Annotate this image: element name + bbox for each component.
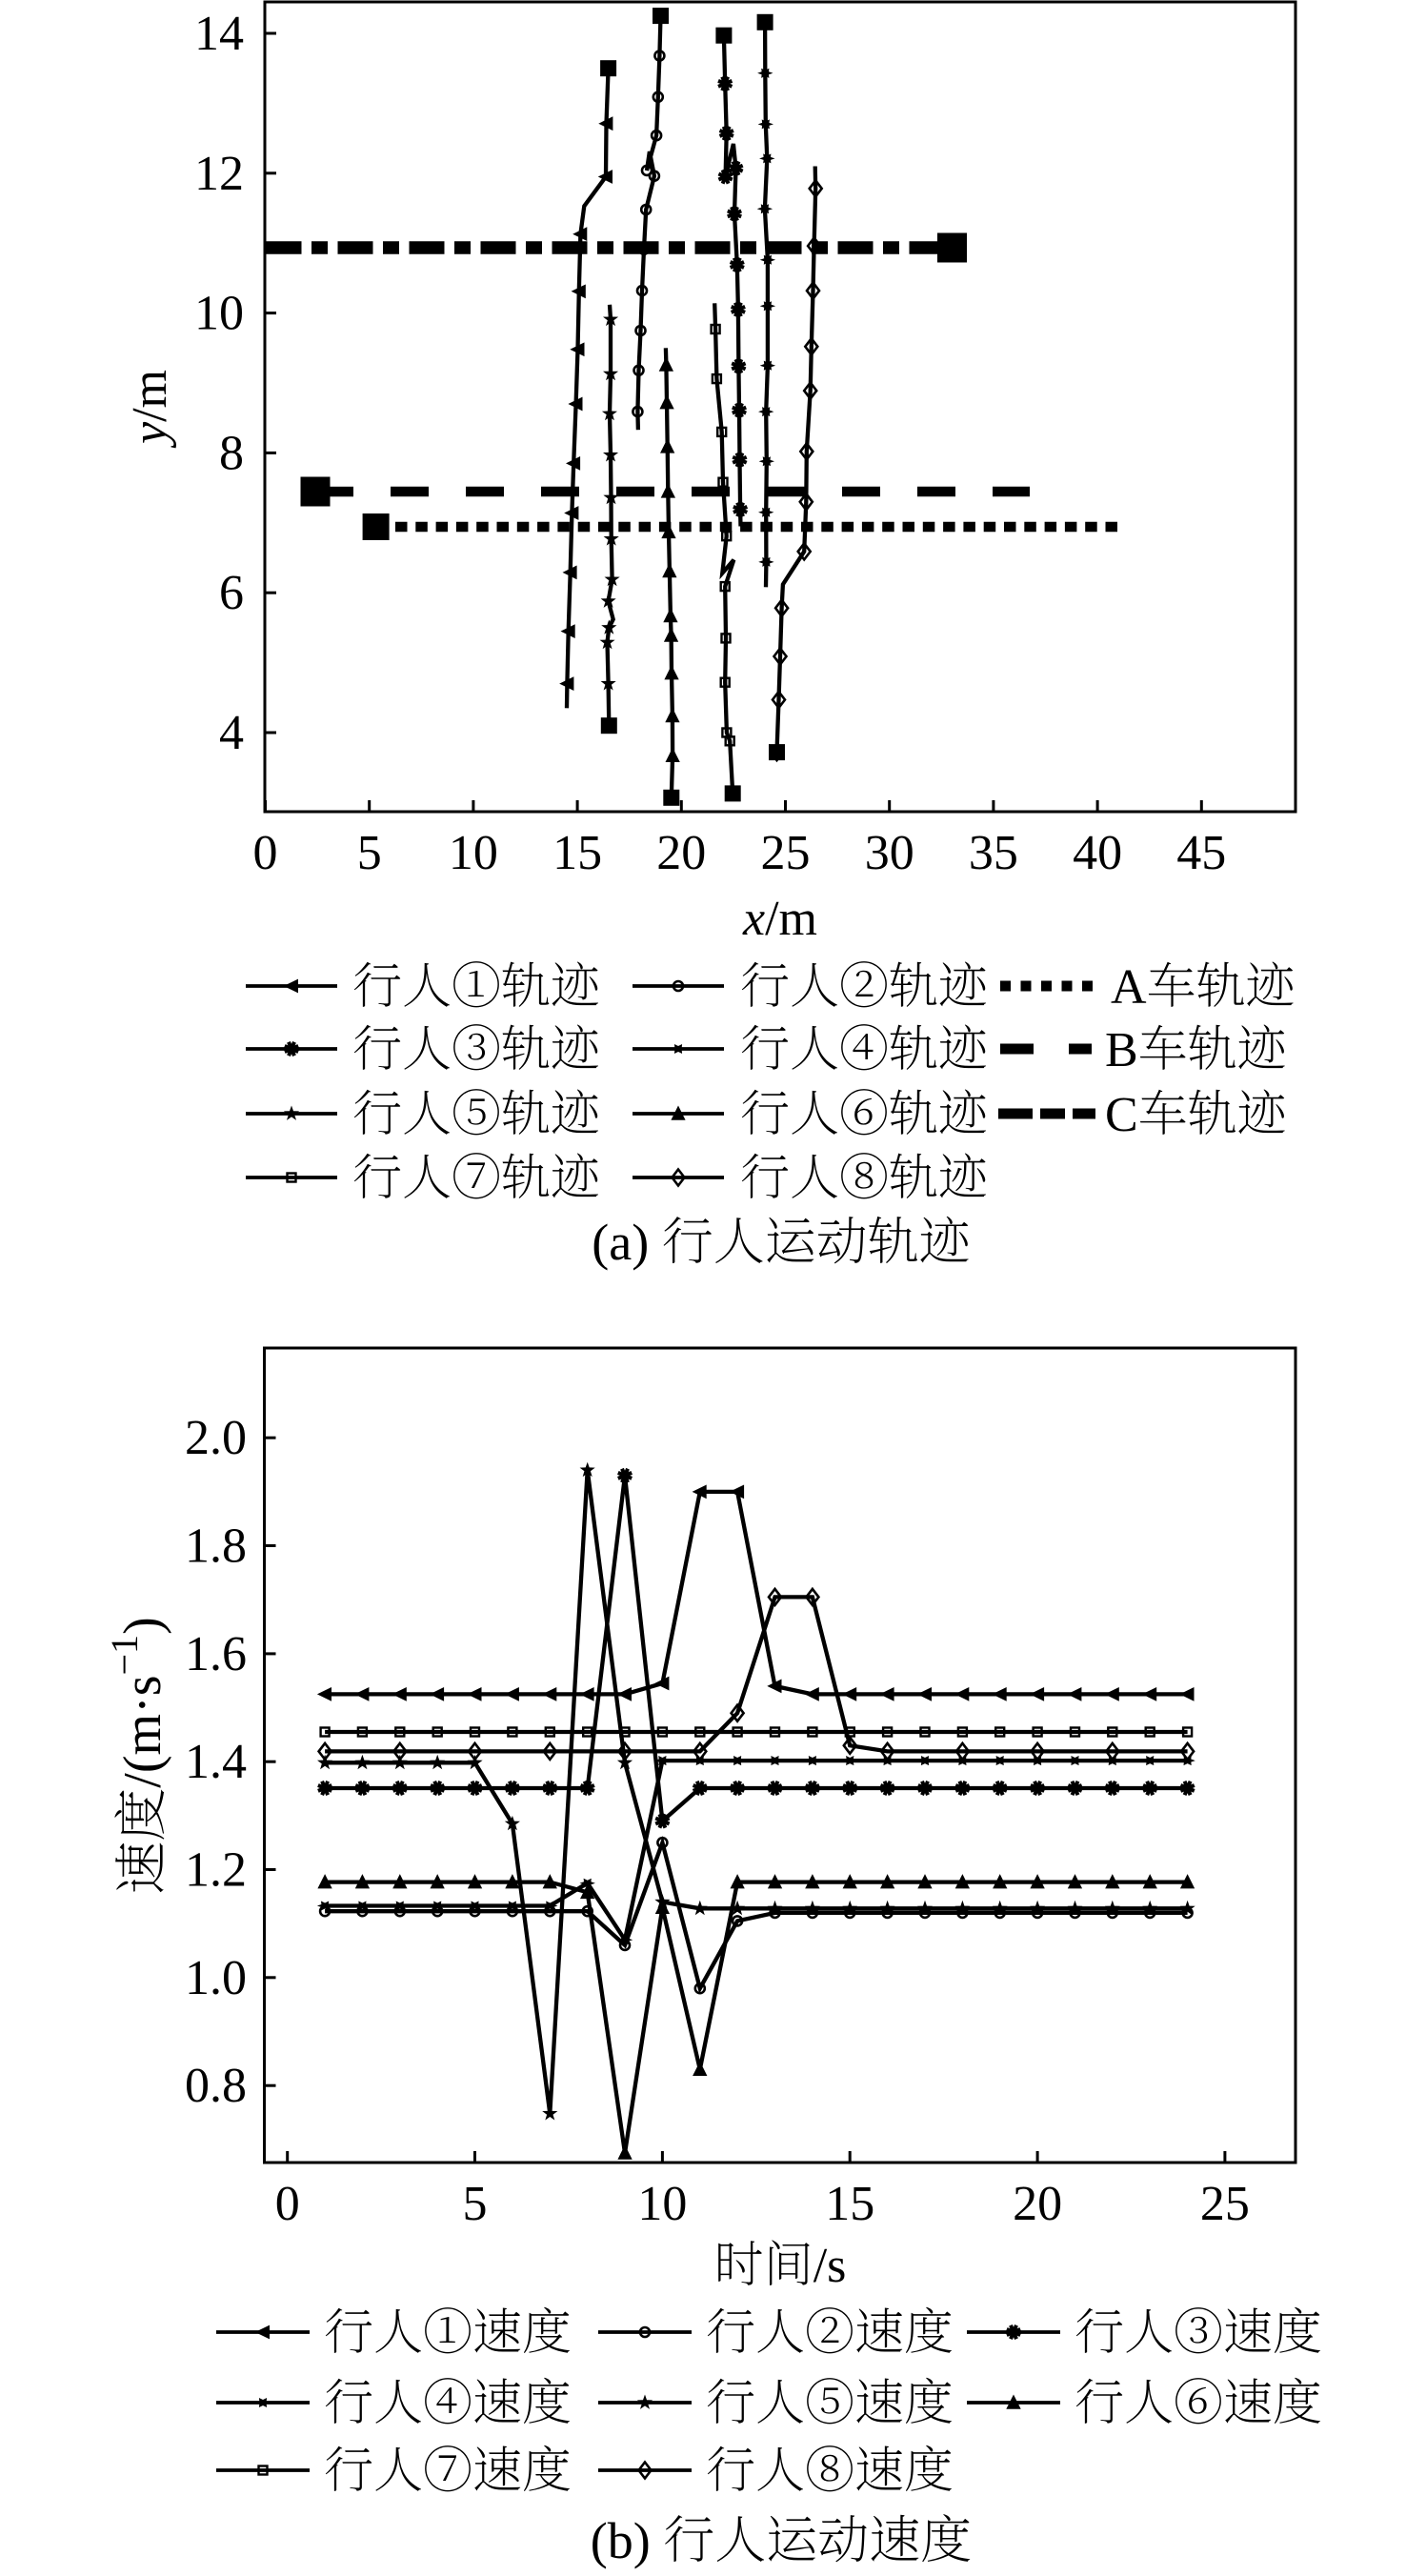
- svg-text:20: 20: [656, 826, 706, 880]
- svg-text:45: 45: [1176, 826, 1226, 880]
- svg-text:/m: /m: [765, 892, 817, 946]
- svg-text:10: 10: [637, 2177, 687, 2231]
- svg-text:A: A: [1111, 960, 1147, 1015]
- svg-text:1.2: 1.2: [185, 1843, 247, 1898]
- svg-text:x: x: [742, 892, 765, 946]
- svg-text:−1: −1: [103, 1635, 146, 1676]
- svg-text:10: 10: [194, 287, 244, 341]
- svg-text:12: 12: [194, 147, 244, 201]
- svg-text:0.8: 0.8: [185, 2059, 247, 2113]
- svg-text:30: 30: [865, 826, 914, 880]
- svg-text:40: 40: [1073, 826, 1122, 880]
- svg-text:(a): (a): [592, 1214, 649, 1271]
- svg-text:): ): [113, 1617, 172, 1635]
- svg-text:(b): (b): [591, 2512, 651, 2569]
- svg-text:5: 5: [463, 2177, 488, 2231]
- svg-text:y: y: [123, 421, 177, 449]
- svg-text:25: 25: [761, 826, 811, 880]
- svg-text:14: 14: [194, 7, 244, 61]
- svg-text:0: 0: [275, 2177, 300, 2231]
- svg-text:15: 15: [552, 826, 602, 880]
- svg-text:1.6: 1.6: [185, 1627, 247, 1681]
- svg-text:15: 15: [825, 2177, 874, 2231]
- svg-text:35: 35: [969, 826, 1018, 880]
- svg-text:1.0: 1.0: [185, 1951, 247, 2005]
- svg-text:1.4: 1.4: [185, 1735, 247, 1789]
- svg-text:10: 10: [449, 826, 498, 880]
- svg-text:25: 25: [1200, 2177, 1250, 2231]
- svg-text:6: 6: [219, 566, 244, 620]
- svg-text:5: 5: [357, 826, 382, 880]
- svg-text:/m: /m: [123, 370, 177, 422]
- svg-text:C: C: [1105, 1088, 1138, 1142]
- svg-text:1.8: 1.8: [185, 1519, 247, 1574]
- svg-text:/s: /s: [813, 2239, 847, 2293]
- svg-text:0: 0: [253, 826, 278, 880]
- svg-text:20: 20: [1013, 2177, 1062, 2231]
- svg-text:B: B: [1105, 1023, 1138, 1077]
- svg-text:/(m·s: /(m·s: [113, 1675, 172, 1787]
- svg-text:2.0: 2.0: [185, 1411, 247, 1465]
- svg-text:4: 4: [219, 706, 244, 760]
- svg-text:8: 8: [219, 426, 244, 480]
